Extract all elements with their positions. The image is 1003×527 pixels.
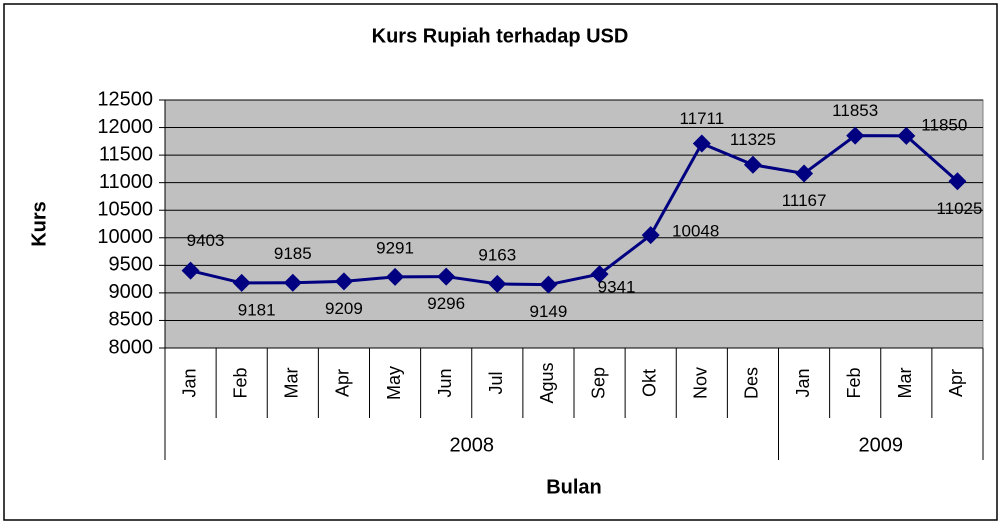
y-tick-label: 10000 bbox=[97, 226, 153, 248]
chart-title: Kurs Rupiah terhadap USD bbox=[372, 25, 629, 47]
marker bbox=[488, 274, 507, 293]
x-axis-title: Bulan bbox=[546, 476, 602, 498]
marker bbox=[539, 275, 558, 294]
data-label: 9291 bbox=[376, 238, 414, 257]
x-tick-label: Jan bbox=[793, 368, 813, 397]
group-label: 2009 bbox=[859, 434, 904, 456]
y-tick-label: 11000 bbox=[99, 171, 153, 193]
x-tick-label: Okt bbox=[639, 369, 659, 397]
data-label: 9149 bbox=[530, 302, 568, 321]
y-tick-label: 12000 bbox=[97, 116, 153, 138]
marker bbox=[181, 261, 200, 280]
data-label: 9403 bbox=[187, 231, 225, 250]
y-tick-label: 9000 bbox=[109, 281, 154, 303]
marker bbox=[795, 164, 814, 183]
line-series bbox=[190, 134, 959, 287]
y-tick-label: 8500 bbox=[109, 309, 154, 331]
x-tick-label: Nov bbox=[691, 367, 711, 399]
x-tick-label: Mar bbox=[895, 367, 915, 398]
x-tick-label: Apr bbox=[333, 369, 353, 397]
x-tick-label: Feb bbox=[844, 367, 864, 398]
x-tick-label: Mar bbox=[282, 367, 302, 398]
marker bbox=[283, 273, 302, 292]
x-tick-label: Jun bbox=[435, 368, 455, 397]
y-tick-label: 9500 bbox=[109, 254, 154, 276]
marker bbox=[334, 272, 353, 291]
data-label: 9296 bbox=[427, 294, 465, 313]
data-label: 9185 bbox=[274, 244, 312, 263]
y-tick-label: 12500 bbox=[97, 88, 153, 110]
marker bbox=[897, 126, 916, 145]
marker bbox=[692, 134, 711, 153]
marker bbox=[437, 267, 456, 286]
x-tick-label: Feb bbox=[230, 367, 250, 398]
data-label: 11711 bbox=[679, 109, 724, 128]
data-label: 11167 bbox=[782, 191, 827, 210]
marker bbox=[641, 226, 660, 245]
x-tick-label: Jan bbox=[179, 368, 199, 397]
y-tick-label: 8000 bbox=[109, 336, 154, 358]
marker bbox=[948, 172, 967, 191]
x-tick-label: Des bbox=[742, 367, 762, 399]
data-label: 11853 bbox=[832, 101, 878, 120]
data-label: 11850 bbox=[921, 115, 967, 134]
y-tick-label: 11500 bbox=[99, 143, 153, 165]
data-label: 9209 bbox=[325, 299, 363, 318]
group-label: 2008 bbox=[450, 434, 495, 456]
marker bbox=[743, 155, 762, 174]
data-label: 10048 bbox=[672, 222, 719, 241]
x-tick-label: May bbox=[384, 366, 404, 400]
x-tick-label: Agus bbox=[537, 362, 557, 403]
x-tick-label: Apr bbox=[946, 369, 966, 397]
y-tick-label: 10500 bbox=[97, 199, 153, 221]
data-label: 11025 bbox=[936, 199, 982, 218]
marker bbox=[846, 126, 865, 145]
data-label: 9163 bbox=[478, 245, 516, 264]
data-label: 9341 bbox=[598, 278, 636, 297]
marker bbox=[590, 265, 609, 284]
x-tick-label: Jul bbox=[486, 371, 506, 394]
marker bbox=[232, 273, 251, 292]
y-axis-title: Kurs bbox=[28, 201, 50, 247]
data-label: 9181 bbox=[238, 300, 276, 319]
x-tick-label: Sep bbox=[588, 367, 608, 399]
data-label: 11325 bbox=[730, 130, 776, 149]
marker bbox=[386, 267, 405, 286]
